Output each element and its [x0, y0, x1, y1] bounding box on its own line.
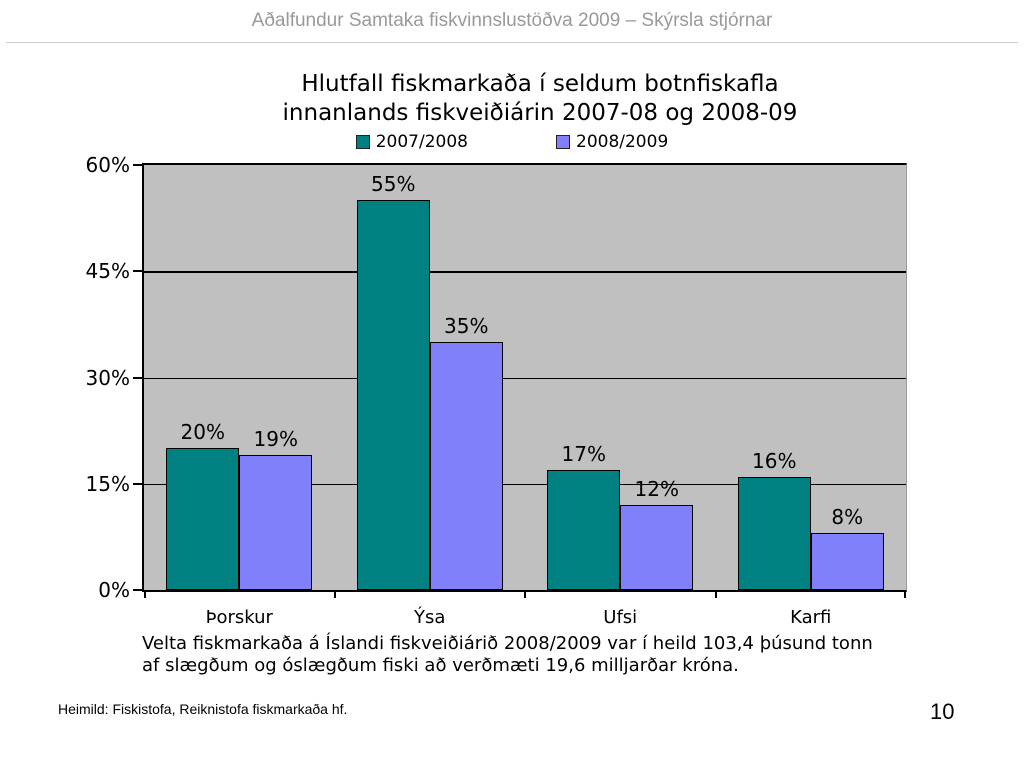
header-divider [6, 42, 1018, 43]
x-axis-category-label: Ufsi [603, 607, 638, 628]
bar-value-label: 8% [831, 505, 864, 530]
x-axis-category-label: Þorskur [205, 607, 273, 628]
legend-label: 2007/2008 [375, 132, 468, 152]
bar-value-label: 17% [561, 441, 606, 466]
bar-value-label: 12% [634, 477, 679, 501]
x-axis-category-label: Karfi [790, 607, 832, 628]
source-note: Heimild: Fiskistofa, Reiknistofa fiskmar… [58, 701, 348, 717]
y-axis-tick [133, 270, 142, 273]
bar-2007/2008-Ýsa [356, 200, 430, 590]
bar-2007/2008-Karfi [737, 476, 811, 590]
y-axis-tick [133, 164, 142, 166]
x-axis-tick [333, 590, 336, 598]
gridline-15 [144, 483, 906, 486]
x-axis-tick [904, 590, 906, 598]
gridline-30 [144, 377, 906, 379]
bar-2008/2009-Karfi [810, 533, 884, 590]
bar-2008/2009-Ufsi [620, 505, 694, 590]
page-number: 10 [930, 699, 955, 724]
x-axis-category-label: Ýsa [414, 607, 446, 628]
bar-value-label: 19% [253, 427, 298, 452]
legend-label: 2008/2009 [576, 132, 669, 152]
legend-swatch-icon [355, 135, 370, 149]
bar-value-label: 55% [371, 172, 416, 197]
bar-2008/2009-Ýsa [429, 342, 503, 590]
slide-header-title: Aðalfundur Samtaka fiskvinnslustöðva 200… [251, 10, 773, 31]
bar-2008/2009-Þorskur [239, 455, 313, 590]
chart-caption: Velta fiskmarkaða á Íslandi fiskveiðiári… [142, 633, 873, 676]
gridline-45 [144, 271, 906, 273]
chart-legend: 2007/2008 2008/2009 [0, 132, 1024, 152]
bar-value-label: 16% [752, 448, 797, 473]
y-axis-label: 60% [85, 153, 130, 177]
y-axis-label: 30% [85, 365, 130, 390]
y-axis-label: 0% [98, 578, 130, 602]
chart-title: Hlutfall fiskmarkaða í seldum botnfiskaf… [282, 71, 798, 126]
bar-value-label: 35% [444, 314, 489, 339]
legend-item-2007/2008: 2007/2008 [355, 132, 468, 152]
y-axis-label: 45% [85, 259, 130, 284]
bar-value-label: 20% [180, 420, 225, 445]
legend-item-2008/2009: 2008/2009 [556, 132, 668, 152]
x-axis-tick [714, 590, 717, 598]
y-axis-label: 15% [85, 471, 130, 496]
chart-plot-area: 0% 15% 30% 45% 60% 20% 19% Þorskur 55% 35% Ýsa 17% 1… [86, 153, 907, 628]
bar-2007/2008-Ufsi [547, 469, 621, 590]
bar-2007/2008-Þorskur [166, 448, 240, 590]
x-axis-tick [144, 590, 146, 598]
y-axis-tick [133, 376, 142, 379]
y-axis-tick [133, 482, 142, 485]
legend-swatch-icon [556, 135, 570, 149]
x-axis-tick [524, 590, 526, 598]
y-axis-tick [133, 589, 142, 591]
